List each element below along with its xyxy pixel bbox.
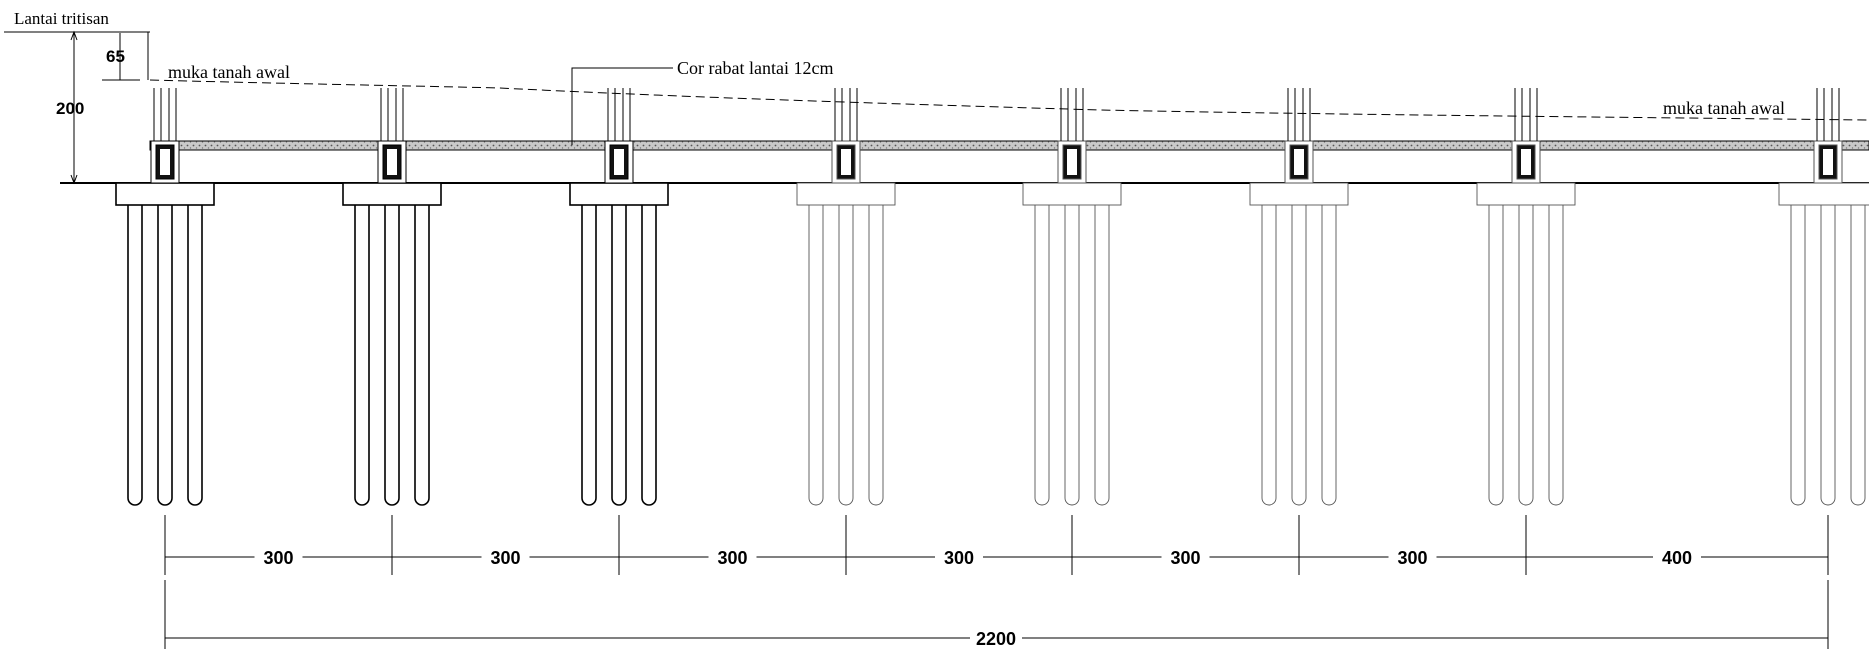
pile-7-2: [1518, 205, 1534, 506]
pile-5-1: [1034, 205, 1050, 506]
pile-2-1: [354, 205, 370, 506]
span-dimension-labels: 300 300 300 300 300 300 400: [254, 548, 1701, 568]
pile-cap-4: [796, 182, 896, 206]
pile-1-1: [127, 205, 143, 506]
pile-5-2: [1064, 205, 1080, 506]
slab-callout-label: Cor rabat lantai 12cm: [677, 58, 833, 78]
slab-callout-leader: [571, 67, 673, 145]
column-void-2: [387, 149, 397, 175]
pile-1-2: [157, 205, 173, 506]
floor-level-label: Lantai tritisan: [14, 9, 109, 28]
span-dimension-6: 300: [1397, 548, 1427, 568]
pile-4-3: [868, 205, 884, 506]
pile-foundations: [115, 88, 1869, 506]
pile-1-3: [187, 205, 203, 506]
pile-cap-5: [1022, 182, 1122, 206]
pile-2-2: [384, 205, 400, 506]
total-length-dimension: 2200: [976, 629, 1016, 649]
span-label-mask-2: [481, 548, 530, 568]
pile-cap-8: [1778, 182, 1869, 206]
span-dimension-2: 300: [490, 548, 520, 568]
pile-7-3: [1548, 205, 1564, 506]
elevation-reference: [4, 30, 150, 185]
ground-level-label-right: muka tanah awal: [1663, 98, 1785, 118]
pile-group-8: [1778, 88, 1869, 506]
pile-group-2: [342, 88, 442, 506]
pile-group-3: [569, 88, 669, 506]
pile-cap-6: [1249, 182, 1349, 206]
original-ground-dashed-line: [149, 79, 1869, 121]
ground-level-label-left: muka tanah awal: [168, 62, 290, 82]
pile-8-1: [1790, 205, 1806, 506]
pile-5-3: [1094, 205, 1110, 506]
column-void-6: [1294, 149, 1304, 175]
pile-cap-7: [1476, 182, 1576, 206]
span-label-mask-7: [1653, 548, 1701, 568]
column-void-5: [1067, 149, 1077, 175]
column-void-8: [1823, 149, 1833, 175]
pile-cap-3: [569, 182, 669, 206]
pile-8-2: [1820, 205, 1836, 506]
span-dimension-1: 300: [263, 548, 293, 568]
column-void-1: [160, 149, 170, 175]
pile-2-3: [414, 205, 430, 506]
pile-group-4: [796, 88, 896, 506]
pile-6-3: [1321, 205, 1337, 506]
floor-slab-body: [149, 140, 1869, 151]
pile-8-3: [1850, 205, 1866, 506]
pile-3-2: [611, 205, 627, 506]
span-label-mask-1: [254, 548, 303, 568]
span-dimension-7: 400: [1662, 548, 1692, 568]
total-label-mask: [970, 629, 1022, 649]
vertical-total-dimension: 200: [56, 99, 84, 118]
pile-group-6: [1249, 88, 1349, 506]
pile-4-2: [838, 205, 854, 506]
pile-7-1: [1488, 205, 1504, 506]
span-dimension-3: 300: [717, 548, 747, 568]
span-label-mask-3: [708, 548, 757, 568]
span-dimension-4: 300: [944, 548, 974, 568]
original-ground-line: [149, 79, 1869, 121]
floor-slab: [60, 140, 1869, 184]
pile-group-7: [1476, 88, 1576, 506]
span-dimension-5: 300: [1170, 548, 1200, 568]
pile-3-1: [581, 205, 597, 506]
column-void-7: [1521, 149, 1531, 175]
pile-6-2: [1291, 205, 1307, 506]
pile-cap-1: [115, 182, 215, 206]
pile-6-1: [1261, 205, 1277, 506]
column-void-4: [841, 149, 851, 175]
vertical-offset-dimension: 65: [106, 47, 125, 66]
column-void-3: [614, 149, 624, 175]
pile-group-5: [1022, 88, 1122, 506]
span-label-mask-4: [935, 548, 983, 568]
span-label-mask-6: [1388, 548, 1437, 568]
pile-group-1: [115, 88, 215, 506]
pile-4-1: [808, 205, 824, 506]
pile-cap-2: [342, 182, 442, 206]
pile-3-3: [641, 205, 657, 506]
span-label-mask-5: [1161, 548, 1210, 568]
